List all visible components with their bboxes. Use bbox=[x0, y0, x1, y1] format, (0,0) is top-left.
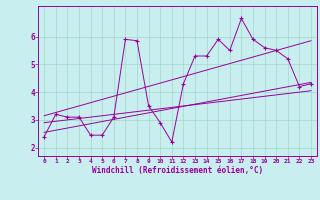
X-axis label: Windchill (Refroidissement éolien,°C): Windchill (Refroidissement éolien,°C) bbox=[92, 166, 263, 175]
